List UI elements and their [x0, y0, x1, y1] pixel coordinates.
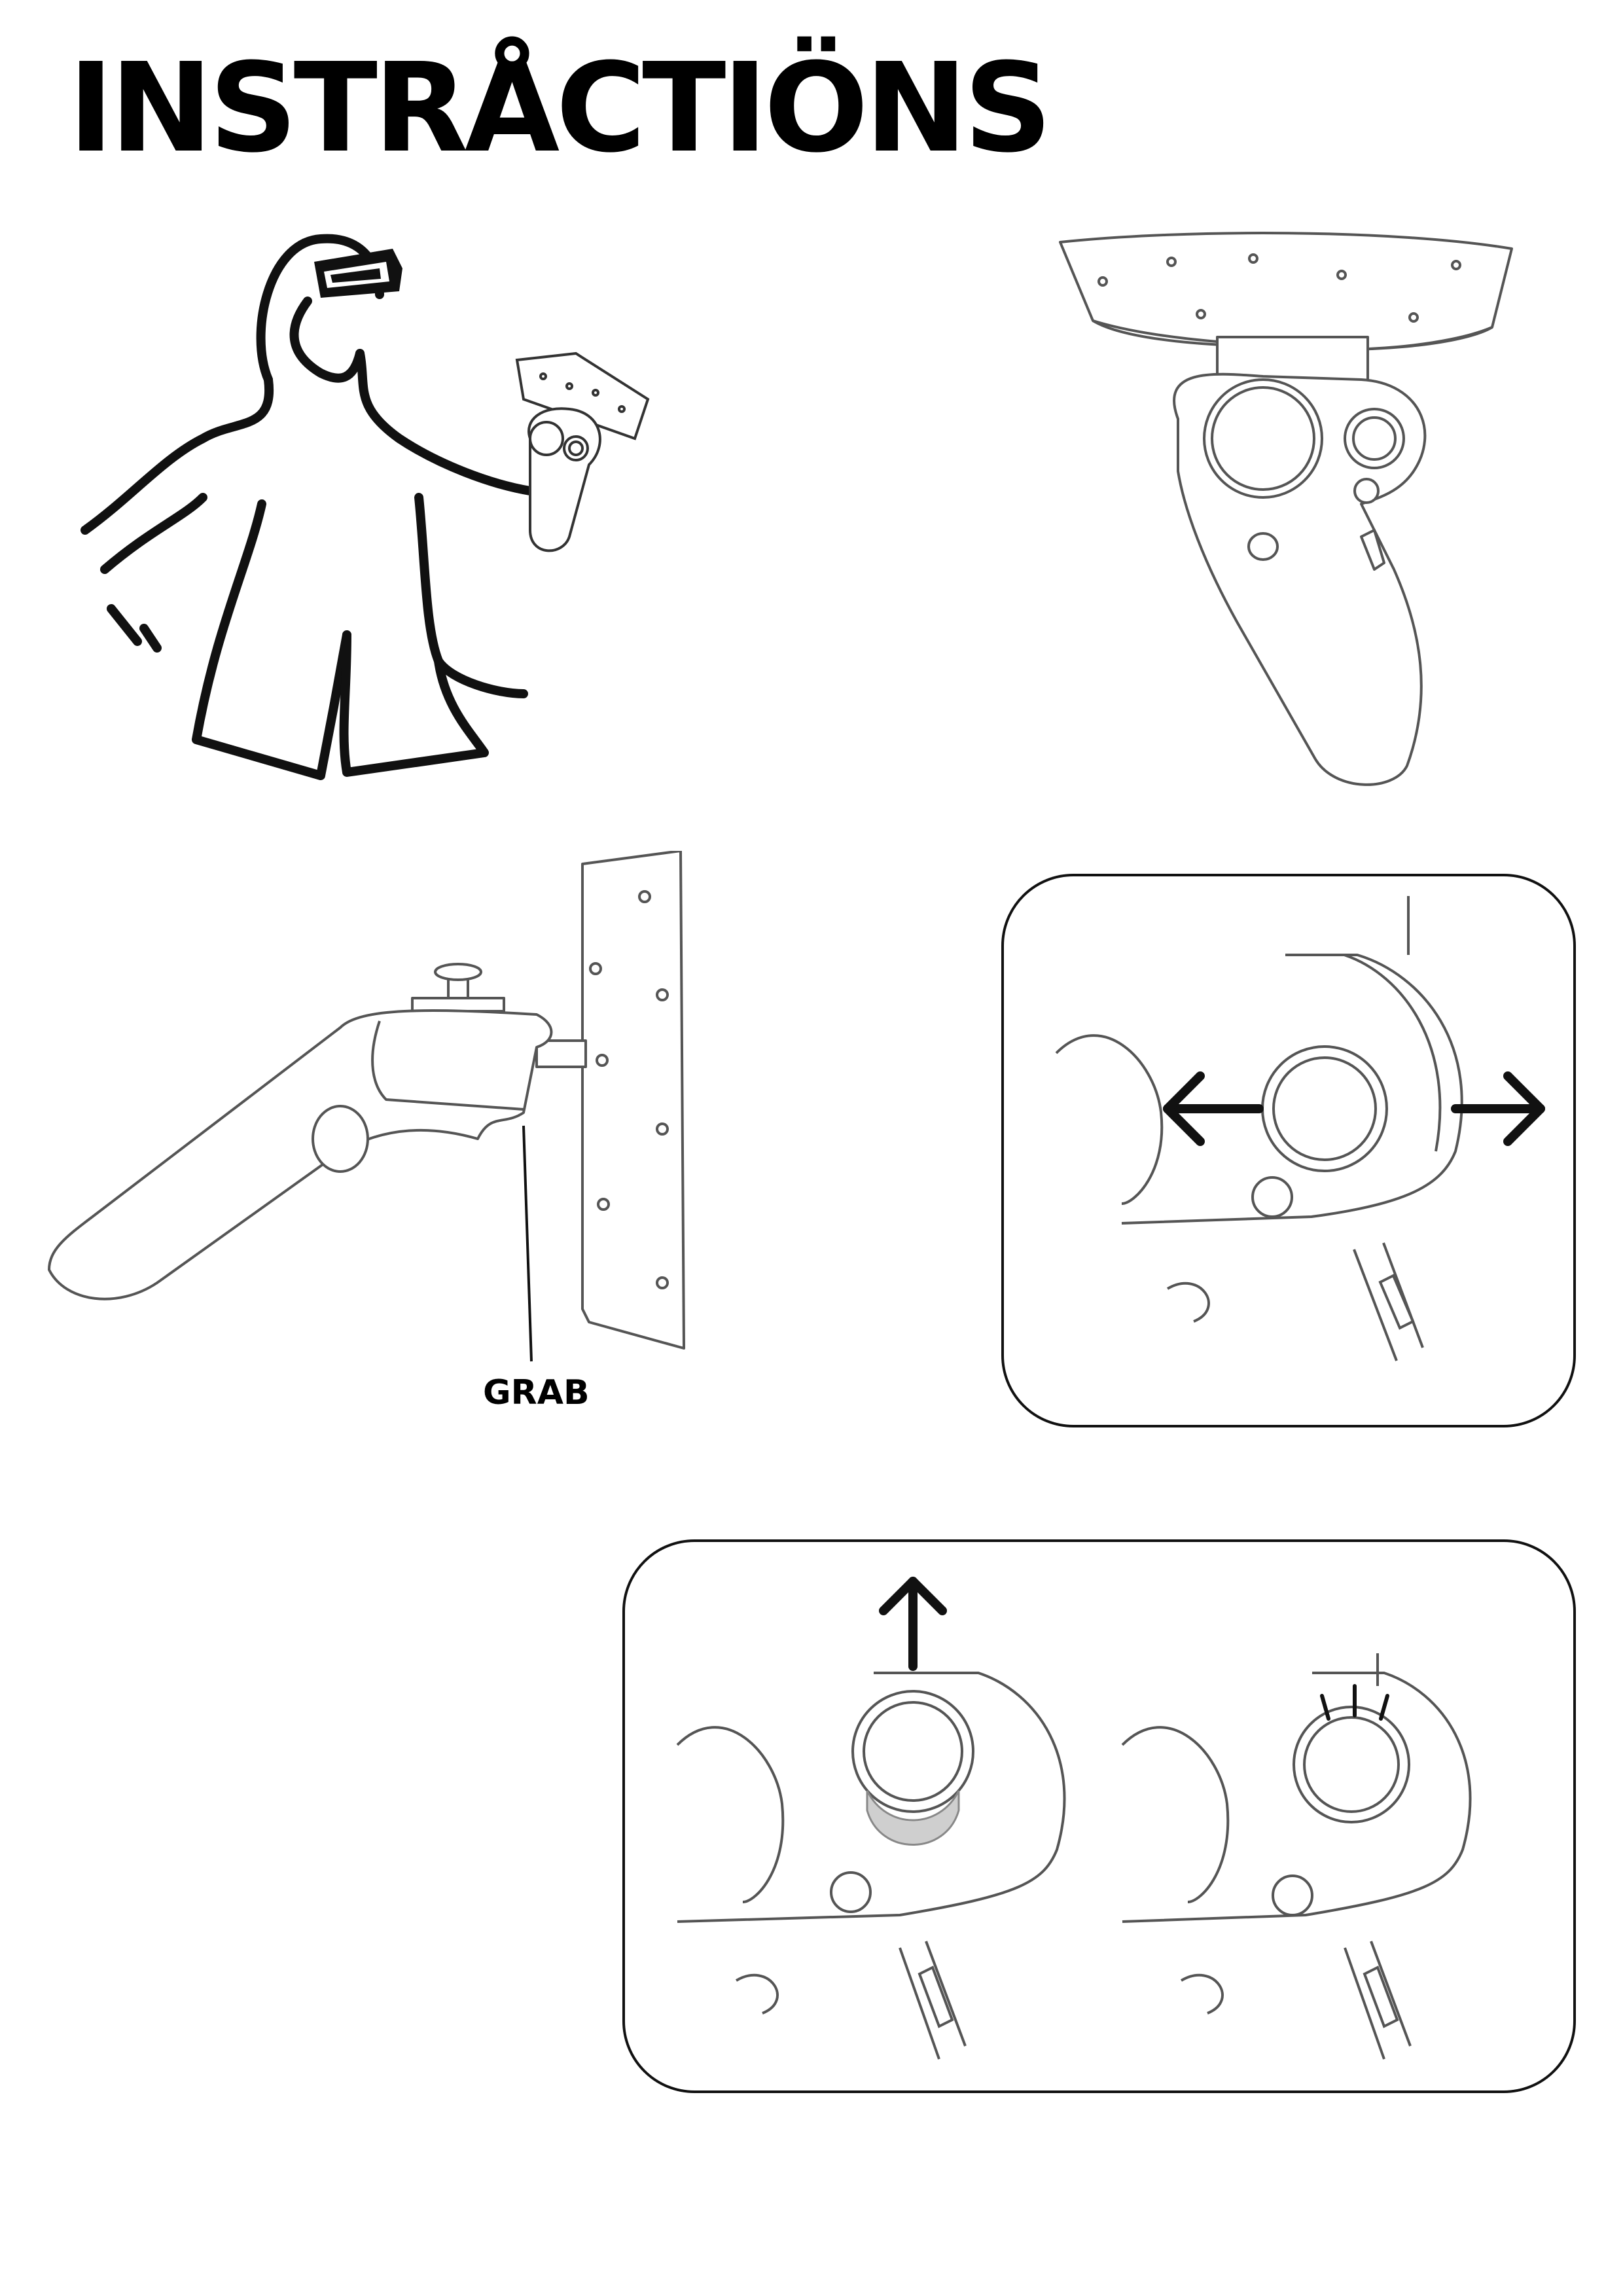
- click-indicator-icon: [1320, 1684, 1389, 1721]
- grab-label: GRAB: [483, 1373, 590, 1412]
- thumbstick-press-panel: [622, 1539, 1576, 2093]
- mini-controller-icon: [515, 351, 650, 552]
- arrow-right-icon: [1451, 1071, 1545, 1146]
- controller-side-figure: [39, 851, 694, 1374]
- thumbstick-left-right-panel: [1001, 874, 1576, 1427]
- pressed-shadow: [866, 1790, 960, 1846]
- arrow-left-icon: [1163, 1071, 1264, 1146]
- person-with-headset-figure: [72, 223, 661, 812]
- arrow-up-icon: [879, 1577, 947, 1671]
- vr-headset-icon: [314, 249, 402, 298]
- page-title: INSTRÅCTIÖNS: [68, 37, 1052, 180]
- controller-front-figure: [1054, 223, 1525, 812]
